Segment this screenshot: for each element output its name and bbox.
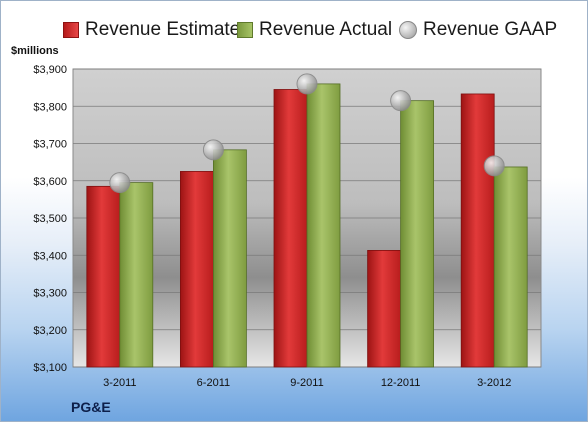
bar-revenue-estimate: [86, 185, 121, 368]
legend-label-revenue-estimate: Revenue Estimate: [85, 19, 241, 40]
bar-revenue-actual: [212, 149, 247, 368]
y-tick-label: $3,300: [33, 288, 67, 300]
x-tick-label: 9-2011: [290, 377, 323, 389]
x-tick-label: 6-2011: [197, 377, 230, 389]
legend-item-revenue-actual: Revenue Actual: [237, 15, 392, 45]
bar-revenue-estimate: [179, 171, 214, 368]
y-axis-unit-label: $millions: [11, 45, 59, 57]
company-name: PG&E: [71, 399, 111, 415]
point-revenue-gaap: [390, 90, 412, 112]
y-tick-label: $3,700: [33, 139, 67, 151]
legend-label-revenue-gaap: Revenue GAAP: [423, 19, 558, 40]
y-tick-label: $3,800: [33, 101, 67, 113]
point-revenue-gaap: [296, 73, 318, 95]
point-revenue-gaap: [483, 155, 505, 177]
legend-swatch-revenue-estimate: [63, 22, 79, 38]
y-tick-label: $3,500: [33, 213, 67, 225]
bar-revenue-estimate: [367, 250, 402, 368]
x-tick-label: 3-2012: [477, 377, 511, 389]
legend-label-revenue-actual: Revenue Actual: [259, 19, 393, 40]
bar-revenue-actual: [400, 100, 435, 368]
y-tick-label: $3,100: [33, 362, 67, 374]
bar-revenue-actual: [119, 182, 154, 368]
bar-revenue-estimate: [273, 89, 308, 368]
legend-item-revenue-gaap: Revenue GAAP: [399, 15, 557, 45]
legend-swatch-revenue-actual: [237, 22, 253, 38]
legend-item-revenue-estimate: Revenue Estimate: [63, 15, 240, 45]
bar-revenue-estimate: [460, 93, 495, 368]
bar-revenue-actual: [306, 83, 341, 368]
y-tick-label: $3,600: [33, 176, 67, 188]
point-revenue-gaap: [202, 139, 224, 161]
x-tick-label: 3-2011: [103, 377, 136, 389]
y-tick-label: $3,900: [33, 64, 67, 76]
y-tick-label: $3,400: [33, 250, 67, 262]
x-tick-label: 12-2011: [381, 377, 421, 389]
y-tick-label: $3,200: [33, 325, 67, 337]
legend: Revenue Estimate Revenue Actual Revenue …: [1, 15, 587, 45]
bar-revenue-actual: [493, 166, 528, 368]
legend-marker-revenue-gaap: [399, 21, 417, 39]
point-revenue-gaap: [109, 172, 131, 194]
